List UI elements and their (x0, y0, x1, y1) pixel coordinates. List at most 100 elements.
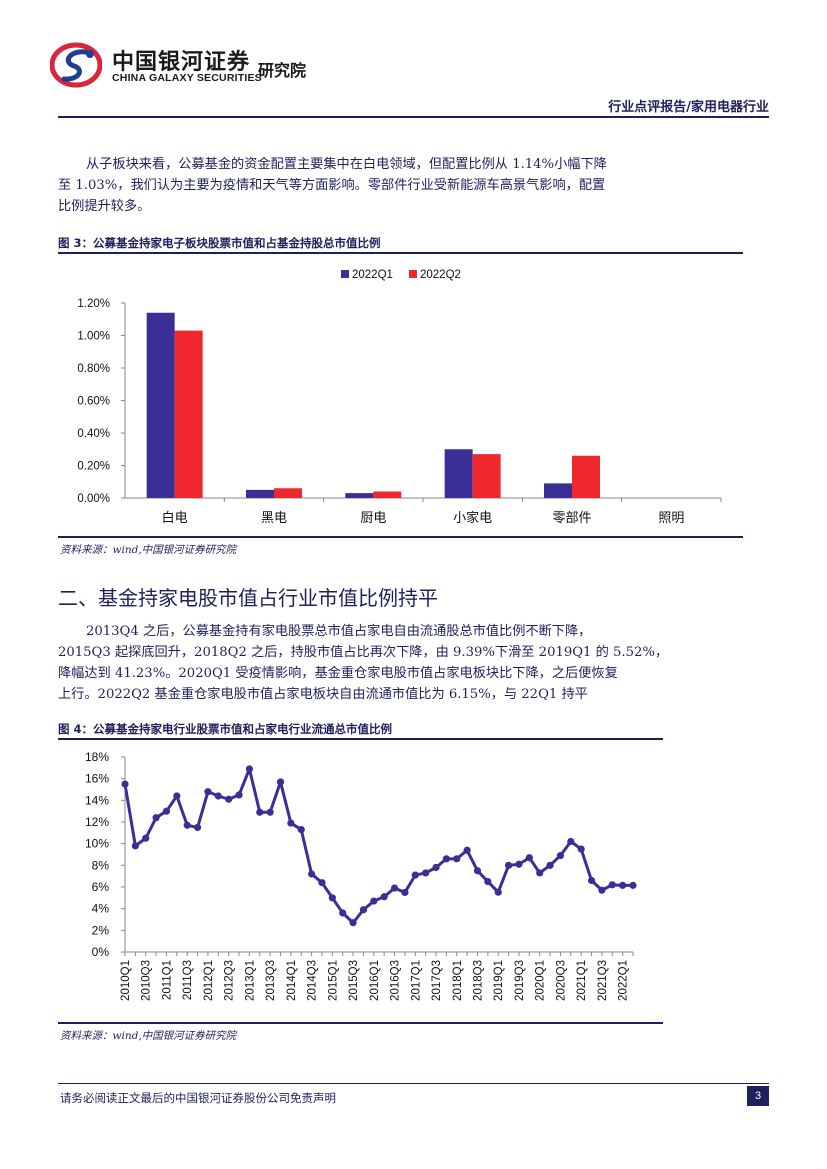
x-tick-label: 2011Q3 (182, 960, 194, 1000)
line-point (349, 919, 357, 927)
x-tick-label: 2015Q3 (348, 960, 360, 1001)
line-point (525, 854, 533, 862)
line-point (442, 855, 450, 863)
x-tick-label: 2018Q3 (472, 960, 484, 1001)
line-point (390, 884, 399, 892)
x-tick-label: 2010Q1 (120, 960, 132, 1001)
line-point (432, 863, 440, 872)
bar-2022Q1 (246, 489, 274, 498)
footer-divider (58, 1083, 769, 1084)
line-point (401, 888, 409, 897)
line-point (204, 788, 212, 796)
institute-label: 研究院 (258, 61, 307, 80)
bar-2022Q1 (345, 493, 374, 498)
x-tick-label: 2014Q3 (307, 960, 319, 1001)
x-tick-label: 2022Q1 (618, 960, 630, 1001)
figure3-source: 资料来源：wind,中国银河证券研究院 (60, 544, 237, 556)
line-point (473, 867, 482, 875)
line-point (266, 808, 274, 816)
bar-2022Q2 (373, 491, 402, 498)
line-point (556, 851, 565, 860)
x-tick-label: 2015Q1 (327, 960, 339, 1001)
series-line (123, 767, 633, 925)
line-point (131, 842, 139, 850)
x-tick-label: 2012Q1 (203, 960, 215, 1001)
line-point (608, 881, 616, 889)
x-tick-label: 零部件 (552, 510, 591, 525)
legend-swatch (409, 270, 417, 278)
bar-2022Q2 (572, 455, 600, 498)
line-point (598, 886, 606, 894)
figure3-title: 图 3：公募基金持家电子板块股票市值和占基金持股总市值比例 (58, 236, 381, 250)
bar-chart-legend: 2022Q1 2022Q2 (341, 269, 461, 281)
x-tick-label: 2018Q1 (452, 960, 464, 1001)
bar-2022Q2 (174, 330, 203, 498)
figure3-bottom-rule (58, 536, 743, 538)
line-chart-axis: 0% 2% 4% 6% 8% 10% 12% 14% 16% 18% 2010Q1 2010Q3 201… (85, 750, 634, 1001)
line-point (225, 795, 233, 803)
line-point (494, 888, 502, 896)
y-tick-label: 6% (92, 880, 110, 894)
x-tick-label: 2016Q3 (390, 960, 402, 1001)
x-tick-label: 2016Q1 (369, 960, 381, 1001)
report-type: 行业点评报告/家用电器行业 (608, 100, 769, 115)
section2-line: 2013Q4 之后，公募基金持有家电股票总市值占家电自由流通股总市值比例不断下降… (86, 624, 592, 639)
x-tick-label: 2020Q3 (555, 960, 567, 1001)
line-point (515, 860, 523, 868)
bar-chart-axis: 0.00% 0.20% 0.40% 0.60% 0.80% 1.00% 1.20% 白电 黑电 厨… (77, 298, 722, 525)
intro-line: 比例提升较多。 (58, 199, 151, 214)
line-point (183, 821, 191, 829)
line-point (536, 869, 544, 877)
y-tick-label: 0.00% (77, 493, 110, 505)
figure4-source: 资料来源：wind,中国银河证券研究院 (60, 1030, 237, 1042)
line-point (370, 897, 378, 905)
section2-line: 2015Q3 起探底回升，2018Q2 之后，持股市值占比再次下降，由 9.39… (58, 645, 669, 660)
bar-2022Q2 (472, 454, 501, 498)
line-point (380, 893, 388, 901)
y-tick-label: 4% (92, 902, 110, 916)
footer-disclaimer: 请务必阅读正文最后的中国银河证券股份公司免责声明 (60, 1091, 336, 1105)
intro-paragraph: 从子板块来看，公募基金的资金配置主要集中在白电领域，但配置比例从 1.14%小幅… (58, 154, 769, 217)
x-tick-label: 照明 (658, 510, 684, 525)
section2-line: 降幅达到 41.23%。2020Q1 受疫情影响，基金重仓家电股市值占家电板块比… (58, 666, 618, 681)
bar-chart: 2022Q1 2022Q2 0.00% 0.20% 0.40% 0.60% 0.80% 1.… (77, 269, 722, 525)
line-point (162, 807, 171, 815)
figure3-top-rule (58, 252, 743, 254)
line-point (245, 765, 254, 773)
x-tick-label: 黑电 (261, 510, 287, 525)
figure4-title: 图 4：公募基金持家电行业股票市值和占家电行业流通总市值比例 (58, 722, 393, 736)
line-point (142, 834, 150, 842)
line-point (504, 861, 513, 869)
y-tick-label: 16% (85, 772, 109, 786)
galaxy-logo-icon (50, 42, 102, 88)
page-number: 3 (747, 1086, 769, 1106)
x-tick-label: 2011Q1 (161, 960, 173, 1000)
y-tick-label: 0% (92, 945, 110, 959)
line-point (235, 791, 243, 799)
line-point (287, 819, 295, 827)
line-point (567, 837, 575, 846)
x-tick-label: 2019Q3 (514, 960, 526, 1001)
line-point (173, 792, 181, 800)
y-tick-label: 18% (85, 750, 109, 764)
y-tick-label: 0.40% (77, 428, 110, 440)
line-point (193, 823, 202, 832)
x-tick-label: 2017Q1 (410, 960, 422, 1001)
line-point (121, 780, 129, 788)
y-tick-label: 1.00% (77, 331, 110, 343)
x-tick-label: 2017Q3 (431, 960, 443, 1001)
line-point (318, 879, 326, 887)
line-point (308, 870, 316, 878)
x-tick-label: 2021Q1 (576, 960, 588, 1001)
logo-chinese-name: 中国银河证券 (112, 50, 251, 75)
legend-label: 2022Q1 (352, 269, 393, 281)
line-point (297, 825, 305, 834)
section-title: 二、基金持家电股市值占行业市值比例持平 (58, 586, 438, 610)
line-point (214, 792, 222, 800)
line-point (328, 894, 336, 902)
line-point (484, 877, 492, 886)
line-point (453, 855, 461, 863)
legend-swatch (341, 270, 349, 278)
x-tick-label: 2013Q1 (244, 960, 256, 1001)
section2-line: 上行。2022Q2 基金重仓家电股市值占家电板块自由流通市值比为 6.15%，与… (58, 687, 588, 702)
